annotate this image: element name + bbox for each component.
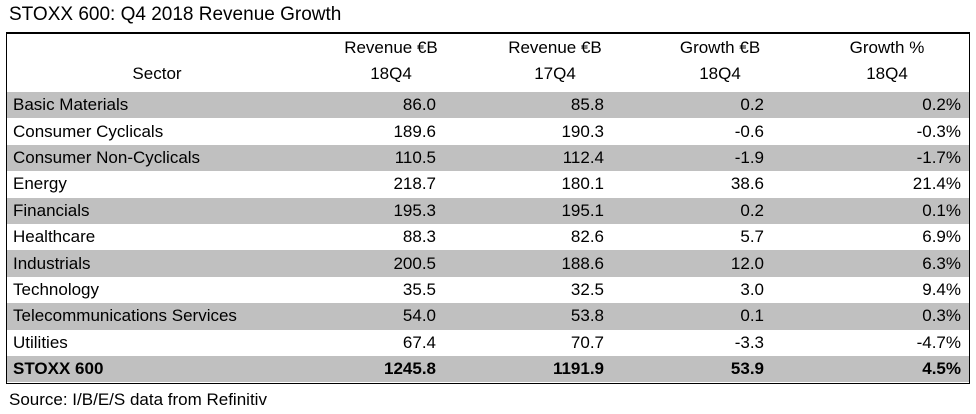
table-row: Consumer Non-Cyclicals 110.5 112.4 -1.9 -1.7…: [7, 144, 969, 172]
revenue-17q4-cell: 82.6: [570, 227, 604, 247]
sector-cell: Financials: [7, 197, 307, 224]
growth-eur-cell: 53.9: [635, 355, 805, 383]
growth-pct-cell: 0.3%: [805, 303, 969, 330]
revenue-17q4-cell: 70.7: [570, 332, 604, 352]
growth-eur-cell: 38.6: [730, 174, 764, 194]
header-revenue-17q4-line1: Revenue €B: [508, 38, 602, 57]
growth-pct-cell: -1.7%: [805, 144, 969, 172]
growth-pct-cell: -4.7%: [916, 332, 961, 352]
table-row: Telecommunications Services 54.0 53.8 0.1 0.…: [7, 303, 969, 330]
growth-pct-cell: 9.4%: [922, 279, 961, 299]
revenue-17q4-cell: 180.1: [561, 174, 604, 194]
growth-eur-cell: 12.0: [635, 250, 805, 277]
header-growth-eur: Growth €B 18Q4: [635, 34, 805, 92]
total-row: STOXX 600 1245.8 1191.9 53.9 4.5%: [7, 355, 969, 383]
header-growth-eur-line2: 18Q4: [699, 64, 741, 83]
growth-eur-cell: 5.7: [740, 227, 764, 247]
table-title: STOXX 600: Q4 2018 Revenue Growth: [9, 4, 342, 25]
revenue-table-frame: Sector Revenue €B 18Q4 Revenue €B 17Q4 G…: [6, 32, 970, 384]
revenue-17q4-cell: 53.8: [475, 303, 635, 330]
sector-cell: Technology: [13, 279, 100, 299]
header-row: Sector Revenue €B 18Q4 Revenue €B 17Q4 G…: [7, 34, 969, 92]
header-growth-pct: Growth % 18Q4: [805, 34, 969, 92]
table-row: Utilities 67.4 70.7 -3.3 -4.7%: [7, 330, 969, 356]
growth-pct-cell: 0.1%: [805, 197, 969, 224]
revenue-18q4-cell: 189.6: [393, 121, 436, 141]
sector-cell: Healthcare: [13, 227, 96, 247]
growth-eur-cell: 0.2: [635, 197, 805, 224]
header-sector-line2: Sector: [132, 64, 182, 83]
growth-pct-cell: 6.9%: [922, 227, 961, 247]
growth-eur-cell: -1.9: [635, 144, 805, 172]
sector-cell: Energy: [13, 174, 67, 194]
revenue-17q4-cell: 188.6: [475, 250, 635, 277]
source-note: Source: I/B/E/S data from Refinitiv: [9, 390, 267, 409]
growth-eur-cell: 0.1: [635, 303, 805, 330]
revenue-18q4-cell: 110.5: [307, 144, 475, 172]
sector-cell: Industrials: [7, 250, 307, 277]
sector-cell: STOXX 600: [7, 355, 307, 383]
sector-cell: Utilities: [13, 332, 68, 352]
growth-pct-cell: -0.3%: [916, 121, 961, 141]
sector-cell: Consumer Cyclicals: [13, 121, 164, 141]
header-revenue-17q4: Revenue €B 17Q4: [475, 34, 635, 92]
header-sector: Sector: [7, 34, 307, 92]
revenue-17q4-cell: 85.8: [475, 92, 635, 119]
growth-eur-cell: 3.0: [740, 279, 764, 299]
table-row: Technology 35.5 32.5 3.0 9.4%: [7, 277, 969, 303]
revenue-17q4-cell: 112.4: [475, 144, 635, 172]
revenue-17q4-cell: 1191.9: [475, 355, 635, 383]
header-revenue-17q4-line2: 17Q4: [534, 64, 576, 83]
revenue-17q4-cell: 32.5: [570, 279, 604, 299]
header-growth-pct-line2: 18Q4: [866, 64, 908, 83]
revenue-18q4-cell: 67.4: [402, 332, 436, 352]
revenue-17q4-cell: 190.3: [561, 121, 604, 141]
sector-cell: Consumer Non-Cyclicals: [7, 144, 307, 172]
revenue-17q4-cell: 195.1: [475, 197, 635, 224]
table-row: Industrials 200.5 188.6 12.0 6.3%: [7, 250, 969, 277]
header-growth-pct-line1: Growth %: [849, 38, 925, 57]
growth-eur-cell: -3.3: [734, 332, 764, 352]
revenue-18q4-cell: 35.5: [402, 279, 436, 299]
growth-pct-cell: 21.4%: [912, 174, 961, 194]
revenue-18q4-cell: 1245.8: [307, 355, 475, 383]
revenue-18q4-cell: 218.7: [393, 174, 436, 194]
sector-cell: Basic Materials: [7, 92, 307, 119]
table-row: Financials 195.3 195.1 0.2 0.1%: [7, 197, 969, 224]
revenue-18q4-cell: 200.5: [307, 250, 475, 277]
revenue-18q4-cell: 195.3: [307, 197, 475, 224]
table-row: Basic Materials 86.0 85.8 0.2 0.2%: [7, 92, 969, 119]
growth-eur-cell: 0.2: [635, 92, 805, 119]
revenue-growth-table: Sector Revenue €B 18Q4 Revenue €B 17Q4 G…: [7, 34, 969, 383]
header-revenue-18q4-line1: Revenue €B: [344, 38, 438, 57]
table-row: Consumer Cyclicals 189.6 190.3 -0.6 -0.3%: [7, 118, 969, 144]
growth-pct-cell: 6.3%: [805, 250, 969, 277]
sector-cell: Telecommunications Services: [7, 303, 307, 330]
table-row: Energy 218.7 180.1 38.6 21.4%: [7, 171, 969, 197]
table-body: Basic Materials 86.0 85.8 0.2 0.2% Consumer C…: [7, 92, 969, 383]
table-row: Healthcare 88.3 82.6 5.7 6.9%: [7, 224, 969, 250]
growth-pct-cell: 0.2%: [805, 92, 969, 119]
header-revenue-18q4-line2: 18Q4: [370, 64, 412, 83]
growth-pct-cell: 4.5%: [805, 355, 969, 383]
header-revenue-18q4: Revenue €B 18Q4: [307, 34, 475, 92]
revenue-18q4-cell: 88.3: [402, 227, 436, 247]
revenue-18q4-cell: 86.0: [307, 92, 475, 119]
growth-eur-cell: -0.6: [734, 121, 764, 141]
revenue-18q4-cell: 54.0: [307, 303, 475, 330]
header-growth-eur-line1: Growth €B: [679, 38, 761, 57]
